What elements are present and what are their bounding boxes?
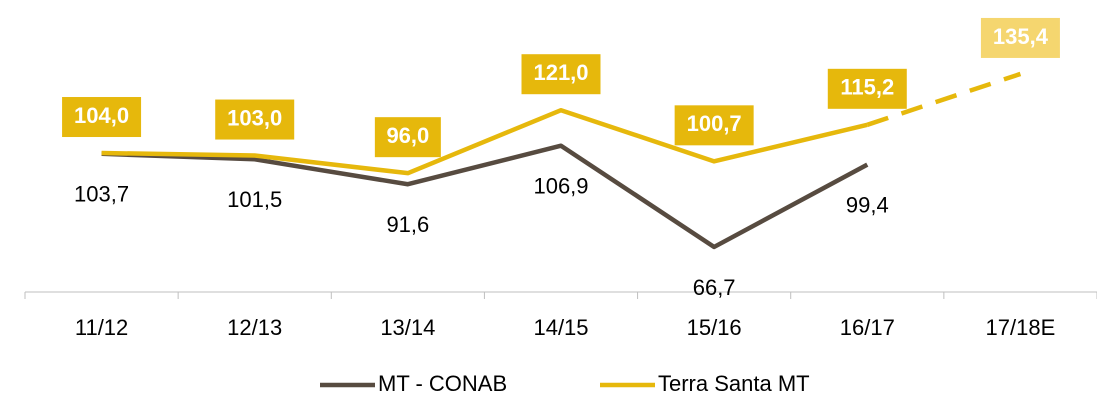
value-label: 135,4 xyxy=(993,24,1049,49)
x-tick-label: 13/14 xyxy=(380,315,435,340)
legend-label: MT - CONAB xyxy=(378,371,507,396)
legend-label: Terra Santa MT xyxy=(658,371,810,396)
value-label-box xyxy=(827,68,907,109)
value-label: 103,7 xyxy=(74,182,129,207)
value-label: 66,7 xyxy=(693,275,736,300)
x-tick-label: 16/17 xyxy=(840,315,895,340)
value-label: 104,0 xyxy=(74,103,129,128)
x-tick-label: 14/15 xyxy=(533,315,588,340)
value-label-box xyxy=(521,54,601,95)
x-tick-label: 15/16 xyxy=(687,315,742,340)
value-label: 115,2 xyxy=(840,75,894,100)
value-label: 100,7 xyxy=(687,111,742,136)
x-tick-label: 12/13 xyxy=(227,315,282,340)
value-label: 106,9 xyxy=(533,174,588,199)
value-label: 101,5 xyxy=(227,187,282,212)
value-label: 91,6 xyxy=(386,212,429,237)
series-line xyxy=(101,107,868,176)
value-label: 99,4 xyxy=(846,192,889,217)
value-label: 103,0 xyxy=(227,105,282,130)
x-tick-label: 11/12 xyxy=(75,315,128,340)
value-label-box xyxy=(980,17,1060,58)
series-line xyxy=(101,143,869,250)
value-label-box xyxy=(215,99,295,140)
x-tick-label: 17/18E xyxy=(986,315,1056,340)
series-line-projected xyxy=(866,71,1022,127)
value-label-box xyxy=(62,97,142,138)
value-label: 121,0 xyxy=(533,60,588,85)
value-label: 96,0 xyxy=(386,123,429,148)
value-label-box xyxy=(674,105,754,146)
value-label-box xyxy=(374,117,441,158)
